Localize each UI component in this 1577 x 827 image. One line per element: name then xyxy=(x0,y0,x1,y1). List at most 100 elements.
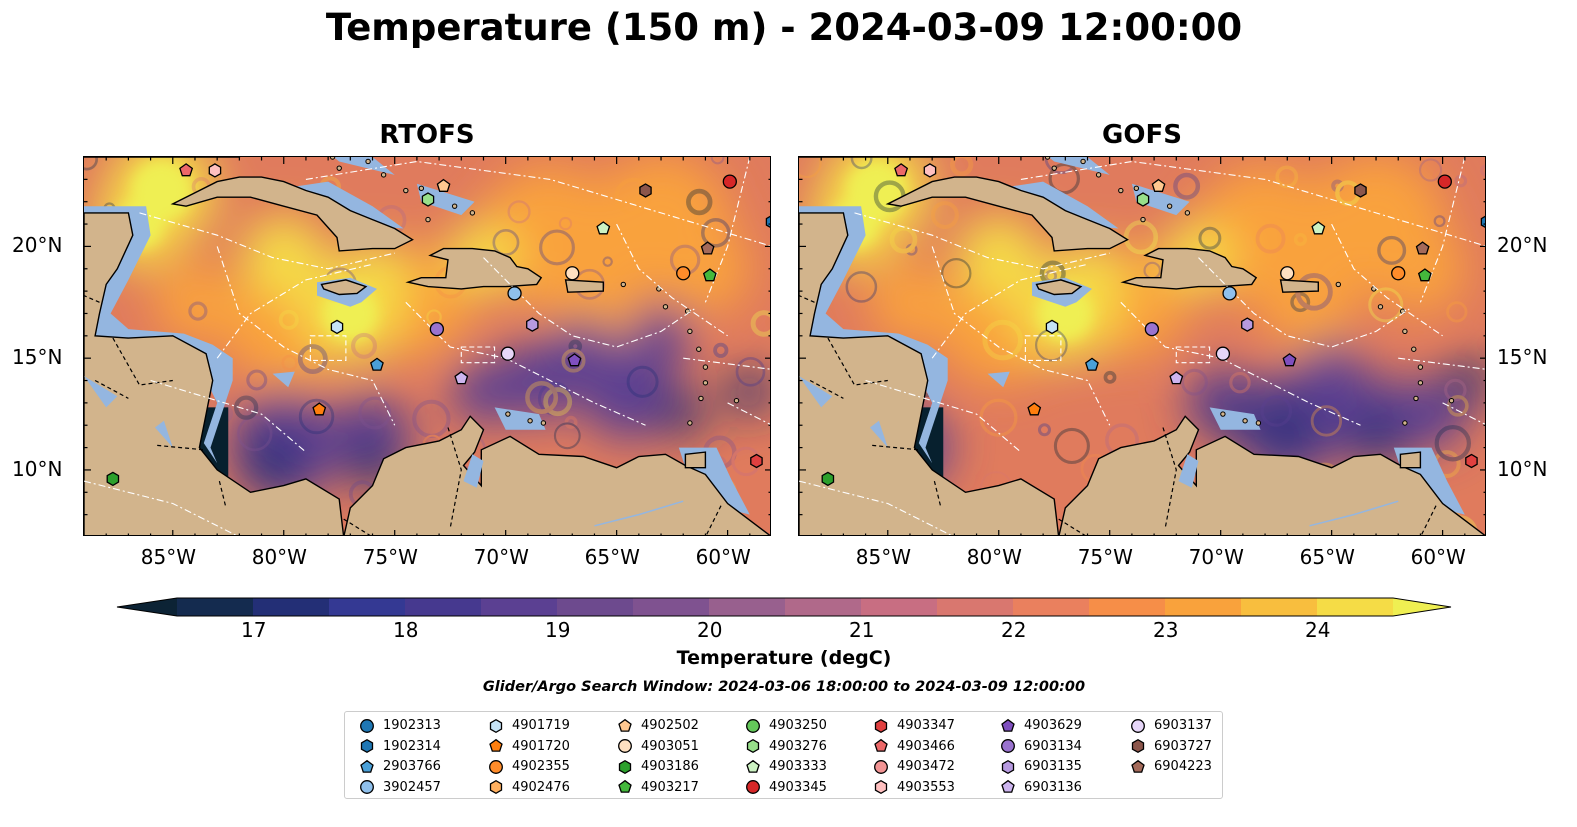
float-marker-4901719[interactable] xyxy=(1045,319,1059,335)
float-marker-4902502[interactable] xyxy=(436,178,451,192)
float-marker-4903051[interactable] xyxy=(1280,266,1295,281)
eez-boundaries xyxy=(84,157,770,535)
legend-marker[interactable] xyxy=(874,738,888,752)
legend-item: 4903629 xyxy=(1000,716,1082,735)
float-marker-4903333[interactable] xyxy=(1311,221,1326,235)
legend-marker[interactable] xyxy=(1131,759,1145,773)
lon-tick-label: 80°W xyxy=(251,545,307,569)
float-marker-6903135[interactable] xyxy=(526,317,539,332)
hexagon-marker-icon xyxy=(489,779,503,795)
legend-marker[interactable] xyxy=(746,780,760,794)
float-marker-4903466[interactable] xyxy=(894,163,909,177)
float-marker-4903186[interactable] xyxy=(106,471,120,487)
legend-marker[interactable] xyxy=(1001,779,1015,793)
legend-marker[interactable] xyxy=(360,738,374,754)
lat-tick-label-left: 20°N xyxy=(12,233,63,258)
float-marker-6903727[interactable] xyxy=(639,183,652,198)
float-marker-6903727[interactable] xyxy=(1354,183,1367,198)
float-marker-4903466[interactable] xyxy=(179,163,194,177)
legend-marker[interactable] xyxy=(360,718,374,733)
colorbar-bin xyxy=(177,598,254,616)
float-marker-6904223[interactable] xyxy=(700,241,715,255)
float-marker-3902457[interactable] xyxy=(507,286,522,301)
legend-marker[interactable] xyxy=(746,759,760,773)
lat-tick-label-right: 15°N xyxy=(1497,345,1548,370)
legend-item: 4903333 xyxy=(745,757,827,776)
float-marker-6904223[interactable] xyxy=(1415,241,1430,255)
float-marker-6903137[interactable] xyxy=(1215,346,1231,361)
legend-marker[interactable] xyxy=(360,759,374,773)
legend-marker[interactable] xyxy=(489,779,503,795)
float-marker-4903217[interactable] xyxy=(1417,268,1432,282)
lon-tick-label: 65°W xyxy=(1299,545,1355,569)
hexagon-marker-icon xyxy=(874,718,888,733)
colorbar xyxy=(116,597,1452,617)
float-marker-3902457[interactable] xyxy=(1222,286,1237,301)
float-marker-4903345[interactable] xyxy=(722,174,737,189)
legend-marker[interactable] xyxy=(618,718,632,732)
colorbar-tick-label: 17 xyxy=(241,618,267,642)
float-marker-4903217[interactable] xyxy=(702,268,717,282)
float-marker-4902502[interactable] xyxy=(1151,178,1166,192)
float-marker-4901720[interactable] xyxy=(1027,402,1042,416)
legend-marker[interactable] xyxy=(1131,718,1145,733)
colorbar-bin xyxy=(1165,598,1242,616)
float-marker-4903186[interactable] xyxy=(821,471,835,487)
float-marker-4903276[interactable] xyxy=(1136,192,1150,207)
legend-item: 6903137 xyxy=(1130,716,1212,735)
legend-marker[interactable] xyxy=(618,779,632,793)
legend-marker[interactable] xyxy=(874,759,888,774)
map-panel-gofs[interactable] xyxy=(798,156,1486,536)
shelf-area xyxy=(314,157,395,175)
legend-marker[interactable] xyxy=(489,759,503,774)
float-marker-4903345[interactable] xyxy=(1437,174,1452,189)
float-marker-4903553[interactable] xyxy=(208,163,222,178)
float-marker-4903276[interactable] xyxy=(421,192,435,207)
map-panel-rtofs[interactable] xyxy=(83,156,771,536)
legend-item: 6903727 xyxy=(1130,737,1212,756)
legend-marker[interactable] xyxy=(746,718,760,733)
float-marker-6903136[interactable] xyxy=(1169,370,1184,385)
legend-marker[interactable] xyxy=(360,780,374,794)
colorbar-bin xyxy=(253,598,330,616)
legend-marker[interactable] xyxy=(1131,738,1145,754)
legend-marker[interactable] xyxy=(874,718,888,733)
legend-marker[interactable] xyxy=(746,738,760,754)
legend-label: 4903250 xyxy=(769,718,827,733)
float-marker-4903629[interactable] xyxy=(1282,353,1297,367)
hexagon-marker-icon xyxy=(746,738,760,754)
legend-marker[interactable] xyxy=(489,738,503,752)
legend-marker[interactable] xyxy=(618,759,632,774)
legend-marker[interactable] xyxy=(1001,759,1015,774)
colorbar-bin xyxy=(937,598,1014,616)
float-marker-4903051[interactable] xyxy=(565,266,580,281)
float-marker-4902355[interactable] xyxy=(676,266,691,281)
float-marker-4902355[interactable] xyxy=(1391,266,1406,281)
float-marker-6903134[interactable] xyxy=(429,321,445,337)
circle-marker-icon xyxy=(618,739,632,753)
float-marker-4903347[interactable] xyxy=(750,453,763,469)
float-marker-4901719[interactable] xyxy=(330,319,344,335)
float-marker-4903347[interactable] xyxy=(1465,453,1478,469)
legend-marker[interactable] xyxy=(618,739,632,753)
float-marker-4901720[interactable] xyxy=(312,402,327,416)
legend-marker[interactable] xyxy=(1001,739,1015,753)
circle-marker-icon xyxy=(360,718,374,733)
legend-label: 3902457 xyxy=(383,779,441,795)
legend-marker[interactable] xyxy=(874,779,888,795)
legend-marker[interactable] xyxy=(489,718,503,733)
float-marker-6903137[interactable] xyxy=(500,346,516,361)
float-marker-4903629[interactable] xyxy=(567,353,582,367)
float-marker-6903136[interactable] xyxy=(454,370,469,385)
legend-item: 6903136 xyxy=(1000,778,1082,797)
float-marker-2903766[interactable] xyxy=(1085,357,1099,371)
float-marker-6903135[interactable] xyxy=(1241,317,1254,332)
legend-item: 2903766 xyxy=(359,757,441,776)
legend-item: 4903347 xyxy=(873,716,955,735)
float-marker-4903553[interactable] xyxy=(923,163,937,178)
float-marker-2903766[interactable] xyxy=(370,357,384,371)
float-marker-6903134[interactable] xyxy=(1144,321,1160,337)
legend-marker[interactable] xyxy=(1001,718,1015,732)
float-marker-4903333[interactable] xyxy=(596,221,611,235)
lon-tick-label: 80°W xyxy=(966,545,1022,569)
